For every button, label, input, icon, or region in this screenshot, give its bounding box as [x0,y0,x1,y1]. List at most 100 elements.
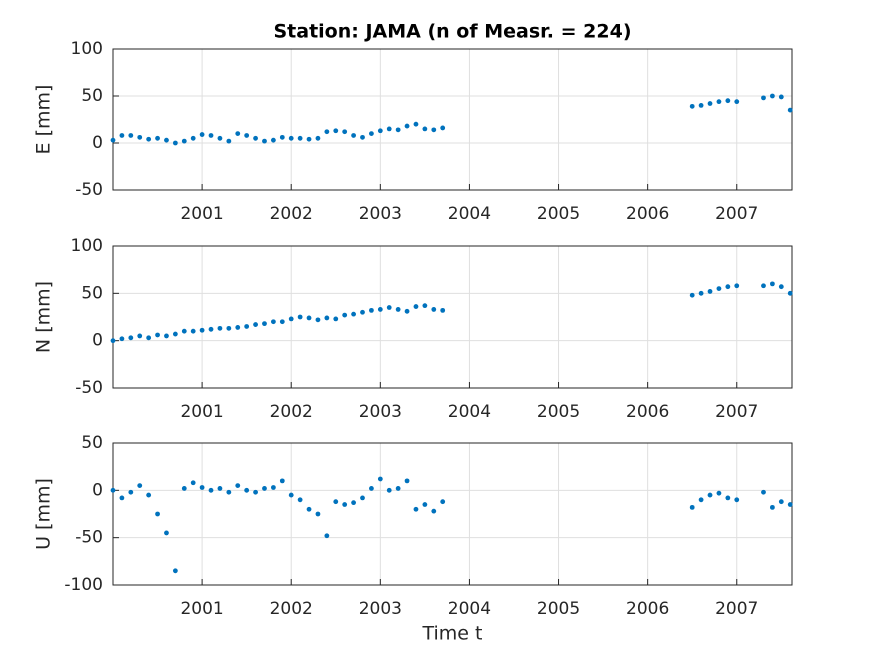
data-point [324,533,330,539]
x-tick-label: 2002 [270,204,313,224]
y-axis-label: E [mm] [33,85,55,155]
data-point [377,476,383,482]
data-point [404,478,410,484]
data-point [262,321,267,327]
data-point [288,135,294,141]
data-point [137,134,143,140]
data-point [288,492,294,498]
data-point [181,486,187,491]
data-point [333,128,339,134]
data-point [217,486,223,491]
data-point [761,95,766,101]
data-point [315,511,321,517]
data-point [181,328,187,334]
x-tick-label: 2006 [626,204,669,224]
data-point [422,126,428,132]
data-point [137,333,143,339]
data-point [270,319,276,325]
x-tick-label: 2006 [626,402,669,422]
data-point [698,497,704,503]
axes-box [112,245,793,389]
data-point [235,483,241,488]
data-point [342,129,348,135]
data-point [787,290,793,296]
data-point [244,324,250,329]
data-point [119,133,125,138]
data-point [698,103,704,108]
data-point [386,126,392,132]
data-point [146,136,152,142]
data-point [270,485,276,490]
data-point [404,123,410,129]
x-tick-label: 2007 [715,204,758,224]
y-tick-label: 0 [92,331,103,351]
data-point [734,99,740,105]
data-point [431,127,437,133]
data-point [689,292,695,298]
x-tick-label: 2005 [537,204,580,224]
plot-area [113,246,792,388]
data-point [306,315,312,321]
data-point [707,289,713,294]
data-point [279,478,285,484]
data-point [395,127,401,133]
data-point [244,133,250,138]
data-point [369,486,374,491]
data-point [244,487,250,493]
data-point [413,506,419,512]
data-point [315,317,321,323]
data-point [769,504,775,510]
x-tick-label: 2003 [359,204,402,224]
data-point [333,499,339,505]
y-tick-label: 50 [81,86,103,106]
y-tick-label: 100 [71,236,103,256]
data-point [172,568,178,574]
y-tick-label: -50 [75,180,103,200]
y-tick-label: 50 [81,433,103,453]
x-tick-label: 2006 [626,599,669,619]
axes-box [112,442,793,586]
y-tick-label: -50 [75,528,103,548]
data-point [297,497,303,503]
data-point [351,500,356,506]
x-tick-label: 2005 [537,402,580,422]
data-point [761,283,766,289]
y-tick-label: 0 [92,133,103,153]
data-point [689,504,695,510]
plot-area [113,49,792,190]
data-point [360,495,365,501]
x-tick-label: 2004 [448,204,491,224]
data-point [199,132,205,137]
x-tick-label: 2007 [715,402,758,422]
data-point [208,326,214,332]
y-tick-label: 0 [92,480,103,500]
data-point [235,325,241,330]
y-tick-label: 100 [71,39,103,59]
data-point [707,492,713,498]
data-point [725,98,731,104]
data-point [716,99,722,105]
data-point [253,322,258,327]
data-point [351,311,356,317]
data-point [431,307,437,312]
data-point [172,140,178,146]
data-point [324,315,330,321]
data-point [422,502,428,507]
data-point [769,281,775,287]
data-point [306,136,312,142]
data-point [377,307,383,312]
data-point [119,336,125,342]
data-point [778,94,784,100]
data-point [208,133,214,138]
data-point [386,487,392,493]
data-point [342,312,348,318]
data-point [208,487,214,493]
data-point [155,135,160,141]
x-tick-label: 2004 [448,402,491,422]
data-point [146,335,152,341]
data-point [146,492,152,498]
y-tick-label: 50 [81,283,103,303]
data-point [761,489,766,495]
data-point [199,485,205,490]
data-point [707,101,713,106]
